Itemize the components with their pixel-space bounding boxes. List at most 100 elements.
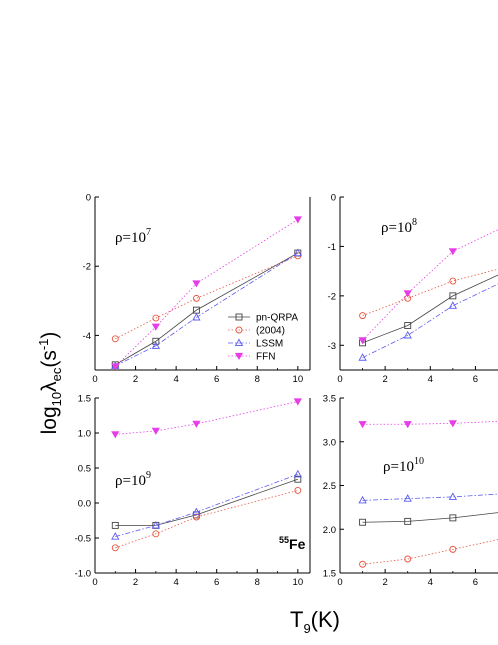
x-tick-label: 0 [92,374,97,385]
series-group [358,420,498,568]
legend-label: (2004) [256,326,285,337]
data-point [152,314,160,322]
data-point [111,521,119,529]
y-tick-label: -0.5 [75,534,91,545]
x-tick-label: 2 [382,374,387,385]
data-point [358,353,367,361]
data-point [403,290,412,298]
legend-label: LSSM [256,339,283,350]
data-point [358,337,367,345]
y-tick-label: 1.0 [78,429,91,440]
x-tick-label: 4 [173,374,178,385]
panel-rho-1e10: 0 2 4 6 3.5 3.0 2.5 2.0 1.5 ρ=1010 [323,394,498,588]
data-point [449,514,457,522]
data-point [403,421,412,429]
data-point [449,545,457,553]
panel-rho-1e8: 0 2 4 6 0 -1 -2 -3 ρ=108 [328,193,498,385]
data-point [358,495,367,504]
series-line [362,539,498,565]
data-point [359,560,367,568]
y-tick-label: 2.5 [323,481,336,492]
data-point [448,492,458,500]
data-point [403,330,412,339]
y-tick-label: -1.0 [75,569,91,580]
legend-marker [235,326,243,334]
series-line [115,490,298,549]
x-tick-label: 0 [337,374,342,385]
legend-marker [234,338,244,347]
y-tick-label: 0.0 [78,499,91,510]
series-line [362,268,498,317]
series-line [362,420,498,425]
series-group [111,216,302,370]
data-point [293,248,302,257]
x-tick-label: 6 [473,374,478,385]
series-line [362,493,498,501]
data-point [192,280,201,288]
x-tick-label: 4 [428,577,433,588]
y-tick-label: -2 [328,291,336,302]
data-point [152,337,160,345]
data-point [111,363,120,370]
y-tick-label: 1.5 [78,394,91,405]
data-point [192,420,201,428]
data-point [192,312,201,321]
data-point [151,341,161,349]
x-tick-label: 10 [293,374,304,385]
data-point [294,475,302,483]
data-point [358,421,367,429]
data-point [192,294,200,302]
data-point [152,530,160,538]
data-point [293,469,302,478]
data-point [151,427,160,435]
data-point [293,398,302,406]
data-point [111,532,120,540]
x-tick-label: 2 [133,577,138,588]
x-tick-label: 0 [337,577,342,588]
series-line [115,252,299,367]
y-tick-label: 3.0 [323,437,336,448]
series-group [111,398,302,552]
data-point [403,494,412,502]
density-annotation: ρ=108 [381,217,417,236]
data-point [359,312,367,320]
y-tick-label: 2.0 [323,525,336,536]
data-point [111,544,119,552]
legend-label: pn-QRPA [256,313,298,324]
data-point [448,248,457,256]
data-point [449,277,457,285]
series-line [362,274,498,344]
data-point [404,322,412,329]
data-point [404,555,412,563]
data-point [359,518,367,526]
legend-label: FFN [256,352,275,363]
x-axis-label: T9(K) [290,607,340,636]
y-tick-label: 0 [86,193,91,204]
data-point [111,431,120,439]
legend-marker [235,313,243,321]
density-annotation: ρ=1010 [383,456,424,475]
nucleus-label: 55Fe [279,535,306,552]
y-axis-label: log10λec(s-1) [36,332,64,435]
series-line [362,512,498,523]
x-tick-label: 8 [255,577,260,588]
x-tick-label: 6 [473,577,478,588]
series-line [115,401,298,435]
x-tick-label: 4 [173,577,178,588]
series-line [115,219,299,367]
data-point [151,323,160,331]
series-line [115,473,298,537]
data-point [293,216,302,224]
x-tick-label: 10 [293,577,304,588]
legend: pn-QRPA (2004) LSSM FFN [228,313,298,363]
x-tick-label: 2 [382,577,387,588]
series-group [358,229,498,361]
y-tick-label: -3 [328,341,336,352]
y-tick-label: -1 [328,242,336,253]
data-point [192,507,201,516]
x-tick-label: 2 [133,374,138,385]
x-tick-label: 4 [428,374,433,385]
data-point [449,292,457,300]
density-annotation: ρ=109 [115,470,151,489]
